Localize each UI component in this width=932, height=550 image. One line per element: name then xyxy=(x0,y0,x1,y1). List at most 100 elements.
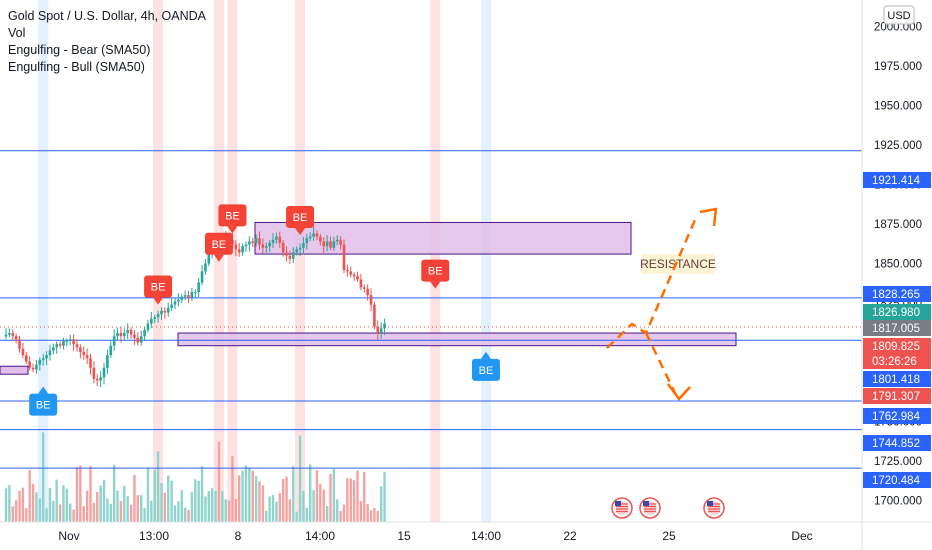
candle-body xyxy=(129,329,133,335)
label-text: BE xyxy=(293,212,308,224)
volume-bar xyxy=(129,504,133,522)
bear-engulfing-label[interactable]: BE xyxy=(286,205,315,235)
badge-box xyxy=(883,5,915,25)
label-box xyxy=(471,358,500,381)
price-tag[interactable]: 03:26:26 xyxy=(863,353,931,369)
price-axis-bg xyxy=(862,0,932,550)
volume-bar xyxy=(339,510,342,522)
volume-bar xyxy=(376,510,379,522)
volume-bar xyxy=(346,478,349,522)
volume-bar xyxy=(75,466,79,522)
currency-badge[interactable]: USD xyxy=(883,5,915,25)
projection-arrows[interactable] xyxy=(606,207,718,401)
candle-body xyxy=(190,291,194,299)
support-zone-left[interactable] xyxy=(0,365,29,375)
resistance-zone[interactable] xyxy=(254,221,632,255)
tag-box xyxy=(863,371,931,387)
candle-body xyxy=(302,243,305,248)
bear-engulfing-label[interactable]: BE xyxy=(204,232,233,262)
candle-body xyxy=(55,344,58,348)
bull-engulfing-label[interactable]: BE xyxy=(471,351,500,381)
bear-engulfing-label[interactable]: BE xyxy=(421,259,450,289)
resistance-label[interactable]: RESISTANCE xyxy=(640,254,716,274)
indicator-vol[interactable]: Vol xyxy=(8,26,26,40)
volume-bar xyxy=(379,486,383,522)
price-tag[interactable]: 1762.984 xyxy=(863,408,931,424)
price-tag[interactable]: 1801.418 xyxy=(863,371,931,387)
support-zone[interactable] xyxy=(177,332,737,347)
candle-body xyxy=(4,334,8,337)
symbol-title[interactable]: Gold Spot / U.S. Dollar, 4h, OANDA xyxy=(8,9,206,23)
bear-engulfing-label[interactable]: BE xyxy=(218,204,247,234)
candle-body xyxy=(8,333,11,335)
price-tag[interactable]: 1921.414 xyxy=(863,172,931,188)
volume-bar xyxy=(45,508,48,522)
price-tag[interactable]: 1828.265 xyxy=(863,286,931,302)
bull-engulfing-label[interactable]: BE xyxy=(29,386,58,416)
volume-bar xyxy=(187,509,190,522)
candle-body xyxy=(264,246,268,248)
us-event-icon[interactable] xyxy=(703,497,725,519)
label-text: BE xyxy=(212,239,227,251)
candle-body xyxy=(58,344,62,346)
volume-bar xyxy=(254,476,258,522)
volume-bar xyxy=(173,505,177,522)
label-pointer xyxy=(430,281,441,289)
volume-bar xyxy=(315,470,319,522)
y-tick-label: 2000.000 xyxy=(874,22,922,34)
volume-bar xyxy=(268,496,271,522)
tag-box xyxy=(863,435,931,451)
candle-body xyxy=(379,328,383,334)
volume-bar xyxy=(369,510,373,522)
x-tick-label: 25 xyxy=(662,529,676,543)
label-pointer xyxy=(153,297,164,305)
volume-bar xyxy=(210,488,214,522)
volume-bar xyxy=(234,499,238,522)
volume-bar xyxy=(106,498,109,522)
price-tag[interactable]: 1720.484 xyxy=(863,472,931,488)
candle-body xyxy=(24,355,28,362)
x-tick-label: Nov xyxy=(58,529,79,543)
volume-bar xyxy=(85,490,89,522)
tag-box xyxy=(863,353,931,369)
candle-body xyxy=(295,249,298,253)
volume-bar xyxy=(180,490,183,522)
candle-body xyxy=(298,247,302,250)
projection-down-path xyxy=(644,332,678,396)
volume-bar xyxy=(133,474,136,522)
arrowhead-up-icon xyxy=(699,207,718,227)
us-event-icon[interactable] xyxy=(639,497,661,519)
price-tag[interactable]: 1744.852 xyxy=(863,435,931,451)
volume-bar xyxy=(298,435,302,522)
price-tag[interactable]: 1826.980 xyxy=(863,304,931,320)
y-tick-label: 1700.000 xyxy=(874,496,922,508)
volume-bar xyxy=(214,490,217,522)
volume-bar xyxy=(183,507,187,522)
volume-bar xyxy=(352,480,356,522)
candle-body xyxy=(99,377,102,381)
indicator-engulfing-bull[interactable]: Engulfing - Bull (SMA50) xyxy=(8,60,145,74)
label-text: BE xyxy=(36,400,51,412)
label-text: BE xyxy=(225,210,240,222)
us-event-icon[interactable] xyxy=(611,497,633,519)
volume-bar xyxy=(116,490,119,522)
label-box xyxy=(218,204,247,227)
volume-bar xyxy=(8,485,11,522)
volume-bar xyxy=(281,479,285,522)
volume-bar xyxy=(383,472,386,522)
price-tag[interactable]: 1809.825 xyxy=(863,338,931,354)
indicator-engulfing-bear[interactable]: Engulfing - Bear (SMA50) xyxy=(8,43,151,57)
tag-text: 1762.984 xyxy=(872,411,921,423)
volume-bar xyxy=(69,503,72,522)
candle-body xyxy=(305,238,309,243)
bear-engulfing-label[interactable]: BE xyxy=(144,275,173,305)
x-tick-label: 8 xyxy=(235,529,242,543)
candle-body xyxy=(11,333,15,337)
tag-text: 1791.307 xyxy=(872,391,920,403)
volume-bar xyxy=(278,493,281,522)
price-tag[interactable]: 1791.307 xyxy=(863,388,931,404)
price-tag[interactable]: 1817.005 xyxy=(863,320,931,336)
candle-body xyxy=(166,307,170,313)
candle-body xyxy=(126,329,129,334)
